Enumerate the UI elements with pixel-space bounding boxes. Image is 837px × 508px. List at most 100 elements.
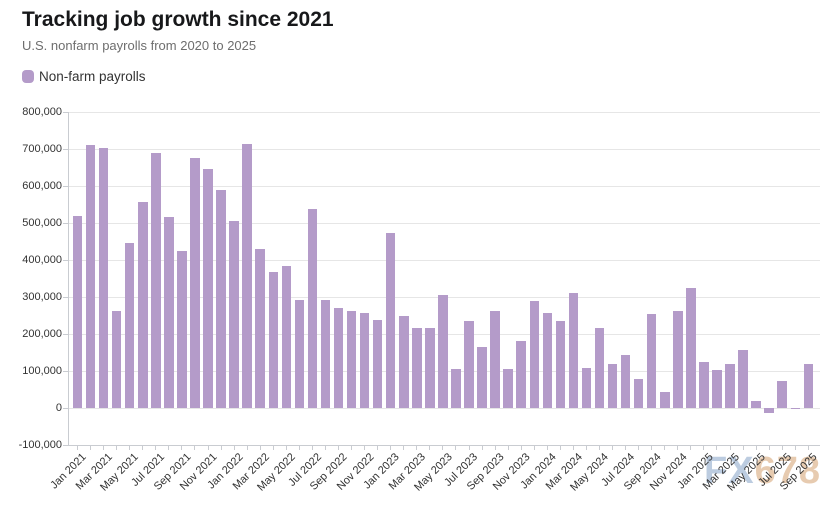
y-axis-label: -100,000: [18, 438, 62, 451]
bar-oct-2024[interactable]: [660, 391, 670, 408]
bar-jan-2021[interactable]: [72, 215, 83, 408]
y-gridline: [68, 407, 820, 409]
bar-feb-2023[interactable]: [399, 316, 409, 408]
x-axis-tick: [716, 445, 718, 450]
x-axis-tick: [207, 445, 209, 450]
x-axis-tick: [364, 445, 366, 450]
bar-jul-2025[interactable]: [777, 381, 787, 408]
bar-jul-2021[interactable]: [151, 153, 161, 408]
bar-jan-2025[interactable]: [699, 361, 709, 408]
bar-feb-2025[interactable]: [712, 370, 722, 408]
bar-apr-2021[interactable]: [111, 310, 122, 408]
bar-mar-2021[interactable]: [98, 147, 109, 408]
x-axis-tick: [664, 445, 666, 450]
x-axis-tick: [455, 445, 457, 450]
bar-aug-2025[interactable]: [790, 408, 800, 410]
x-axis-tick: [194, 445, 196, 450]
bar-jun-2025[interactable]: [764, 408, 774, 413]
y-axis-tick: [63, 333, 68, 335]
bar-may-2022[interactable]: [281, 265, 292, 408]
x-axis-tick: [442, 445, 444, 450]
x-axis-tick: [246, 445, 248, 450]
bar-may-2021[interactable]: [124, 242, 135, 408]
bar-jul-2024[interactable]: [620, 354, 631, 408]
x-axis-tick: [677, 445, 679, 450]
bar-oct-2023[interactable]: [503, 369, 513, 408]
bar-nov-2022[interactable]: [359, 313, 370, 408]
bar-apr-2023[interactable]: [425, 327, 435, 408]
bar-sep-2023[interactable]: [490, 311, 500, 408]
x-axis-tick: [742, 445, 744, 450]
bar-mar-2024[interactable]: [568, 293, 579, 408]
y-axis-label: 300,000: [22, 290, 62, 303]
bar-feb-2022[interactable]: [242, 143, 252, 408]
bar-nov-2024[interactable]: [673, 311, 683, 408]
y-gridline: [68, 259, 820, 261]
x-axis-tick: [468, 445, 470, 450]
bar-apr-2022[interactable]: [268, 271, 278, 408]
bar-jan-2024[interactable]: [542, 313, 553, 408]
bar-jul-2022[interactable]: [307, 209, 318, 408]
bar-jun-2024[interactable]: [607, 364, 618, 408]
bar-jun-2022[interactable]: [294, 299, 305, 408]
bar-feb-2021[interactable]: [85, 145, 96, 408]
y-axis-tick: [63, 111, 68, 113]
bar-sep-2025[interactable]: [803, 363, 814, 408]
bar-jun-2023[interactable]: [451, 369, 461, 408]
bar-aug-2024[interactable]: [633, 379, 644, 408]
bar-dec-2024[interactable]: [686, 288, 696, 408]
bar-jun-2021[interactable]: [138, 201, 148, 408]
y-axis-label: 600,000: [22, 179, 62, 192]
bar-mar-2023[interactable]: [412, 327, 422, 408]
bar-apr-2024[interactable]: [581, 368, 592, 408]
bar-sep-2024[interactable]: [646, 313, 657, 408]
bar-nov-2023[interactable]: [516, 340, 526, 408]
bar-aug-2021[interactable]: [164, 216, 174, 408]
bar-may-2023[interactable]: [438, 294, 448, 408]
x-axis-tick: [690, 445, 692, 450]
y-axis-tick: [63, 296, 68, 298]
legend-label: Non-farm payrolls: [39, 69, 146, 84]
x-axis-tick: [559, 445, 561, 450]
watermark-fx: FX: [704, 450, 755, 492]
chart-subtitle: U.S. nonfarm payrolls from 2020 to 2025: [22, 38, 257, 53]
bar-aug-2022[interactable]: [320, 299, 331, 408]
bar-may-2024[interactable]: [594, 328, 605, 408]
legend-item-nonfarm-payrolls[interactable]: Non-farm payrolls: [22, 69, 146, 84]
bar-jan-2023[interactable]: [385, 233, 396, 408]
y-axis-label: 500,000: [22, 216, 62, 229]
x-axis-tick: [781, 445, 783, 450]
bar-jul-2023[interactable]: [464, 320, 474, 408]
x-axis-tick: [129, 445, 131, 450]
bar-dec-2022[interactable]: [372, 319, 383, 408]
bar-sep-2021[interactable]: [177, 251, 187, 408]
x-axis-tick: [703, 445, 705, 450]
x-axis-tick: [298, 445, 300, 450]
watermark-678: 678: [754, 450, 821, 492]
bar-jan-2022[interactable]: [229, 221, 239, 408]
bar-mar-2022[interactable]: [255, 248, 265, 408]
bar-may-2025[interactable]: [751, 400, 761, 408]
x-axis-tick: [429, 445, 431, 450]
bar-nov-2021[interactable]: [203, 168, 213, 408]
y-axis-tick: [63, 407, 68, 409]
bar-oct-2022[interactable]: [346, 310, 357, 408]
bar-aug-2023[interactable]: [477, 346, 487, 408]
x-axis-tick: [651, 445, 653, 450]
bar-oct-2021[interactable]: [190, 157, 200, 408]
bar-dec-2021[interactable]: [216, 190, 226, 408]
y-axis-tick: [63, 185, 68, 187]
x-axis-tick: [638, 445, 640, 450]
x-axis-tick: [142, 445, 144, 450]
x-axis-tick: [416, 445, 418, 450]
y-axis-tick: [63, 222, 68, 224]
y-axis-label: 100,000: [22, 364, 62, 377]
x-axis-tick: [272, 445, 274, 450]
bar-mar-2025[interactable]: [725, 363, 735, 408]
bar-apr-2025[interactable]: [738, 349, 748, 408]
x-axis-tick: [377, 445, 379, 450]
bar-feb-2024[interactable]: [555, 320, 566, 408]
bar-dec-2023[interactable]: [529, 300, 539, 408]
bar-sep-2022[interactable]: [333, 308, 344, 408]
